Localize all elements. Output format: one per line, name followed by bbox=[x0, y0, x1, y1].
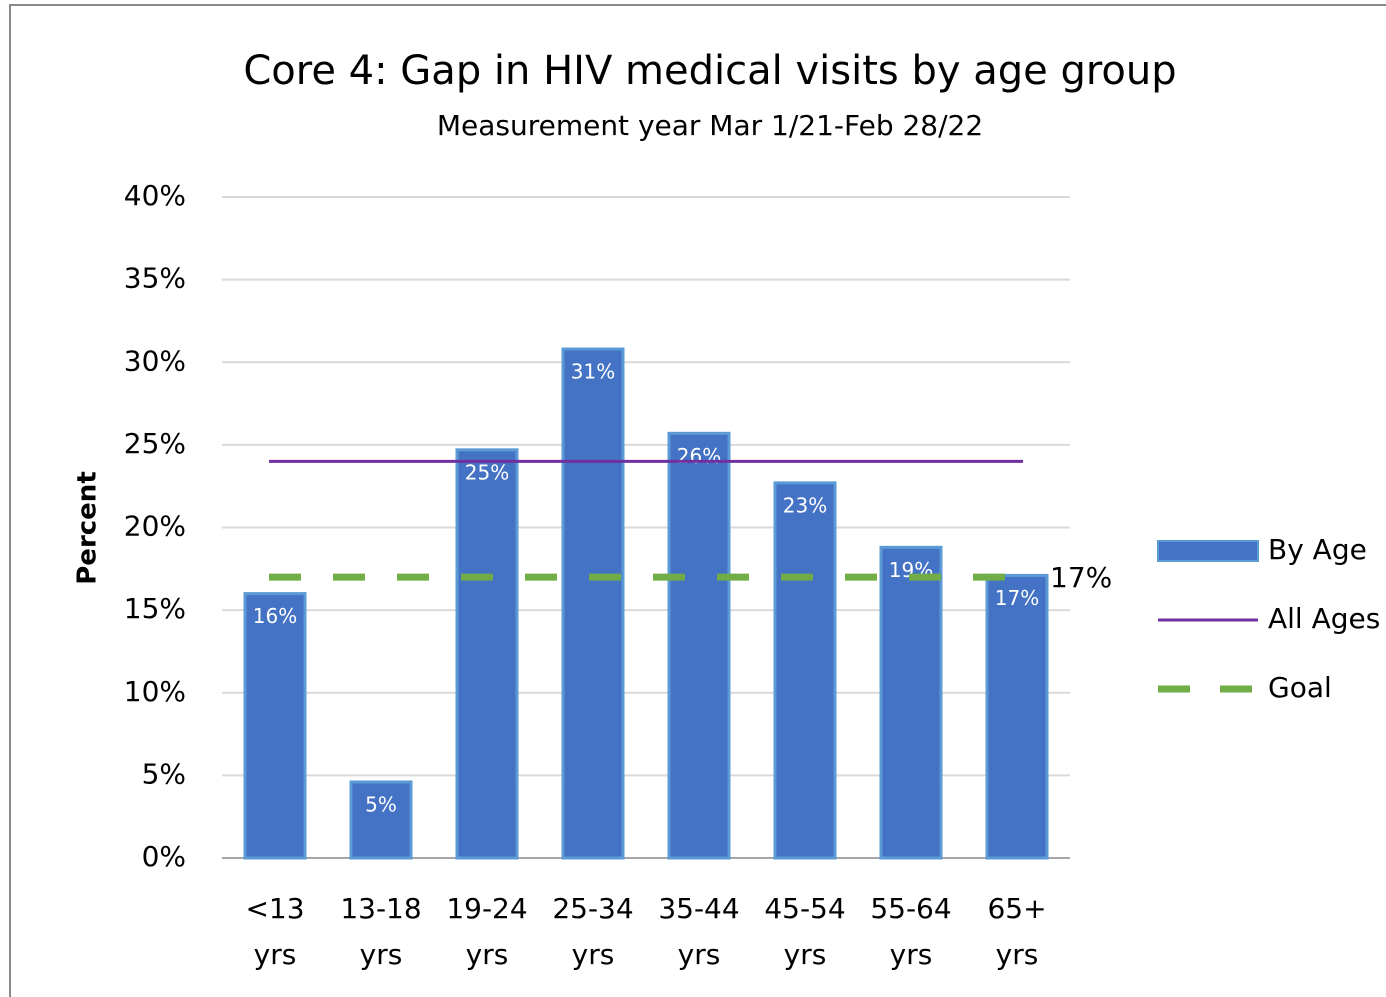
bar bbox=[773, 481, 837, 860]
data-label: 17% bbox=[995, 586, 1039, 610]
y-tick-label: 5% bbox=[142, 757, 186, 790]
x-tick-label: 35-44 yrs bbox=[658, 892, 739, 971]
x-tick-label: 13-18 yrs bbox=[340, 892, 421, 971]
chart-title: Core 4: Gap in HIV medical visits by age… bbox=[243, 48, 1176, 94]
x-tick-label: 55-64 yrs bbox=[870, 892, 951, 971]
x-tick-label: 65+ yrs bbox=[987, 892, 1046, 971]
y-tick-label: 10% bbox=[124, 675, 186, 708]
y-axis-label: Percent bbox=[73, 471, 103, 585]
x-tick-label: 25-34 yrs bbox=[552, 892, 633, 971]
y-tick-label: 40% bbox=[124, 179, 186, 212]
bar bbox=[985, 573, 1049, 860]
bar bbox=[243, 592, 307, 860]
bar bbox=[879, 545, 943, 860]
data-label: 23% bbox=[783, 493, 827, 517]
x-tick-label: <13 yrs bbox=[245, 892, 304, 971]
y-tick-label: 0% bbox=[142, 840, 186, 873]
bar bbox=[349, 780, 413, 860]
data-label: 16% bbox=[253, 604, 297, 628]
bar bbox=[455, 448, 519, 860]
y-tick-label: 35% bbox=[124, 262, 186, 295]
y-tick-label: 15% bbox=[124, 592, 186, 625]
x-tick-label: 19-24 yrs bbox=[446, 892, 527, 971]
bar bbox=[667, 431, 731, 860]
data-label: 26% bbox=[677, 444, 721, 468]
legend-label: Goal bbox=[1268, 671, 1332, 704]
legend-label: By Age bbox=[1268, 533, 1367, 566]
y-tick-label: 30% bbox=[124, 344, 186, 377]
y-tick-label: 25% bbox=[124, 427, 186, 460]
legend-label: All Ages bbox=[1268, 602, 1380, 635]
bar bbox=[561, 347, 625, 860]
chart-subtitle: Measurement year Mar 1/21-Feb 28/22 bbox=[437, 109, 983, 142]
x-tick-label: 45-54 yrs bbox=[764, 892, 845, 971]
data-label: 5% bbox=[365, 792, 397, 816]
legend-swatch bbox=[1157, 540, 1259, 562]
data-label: 31% bbox=[571, 360, 615, 384]
data-label: 25% bbox=[465, 460, 509, 484]
y-tick-label: 20% bbox=[124, 510, 186, 543]
goal-label: 17% bbox=[1050, 561, 1112, 594]
